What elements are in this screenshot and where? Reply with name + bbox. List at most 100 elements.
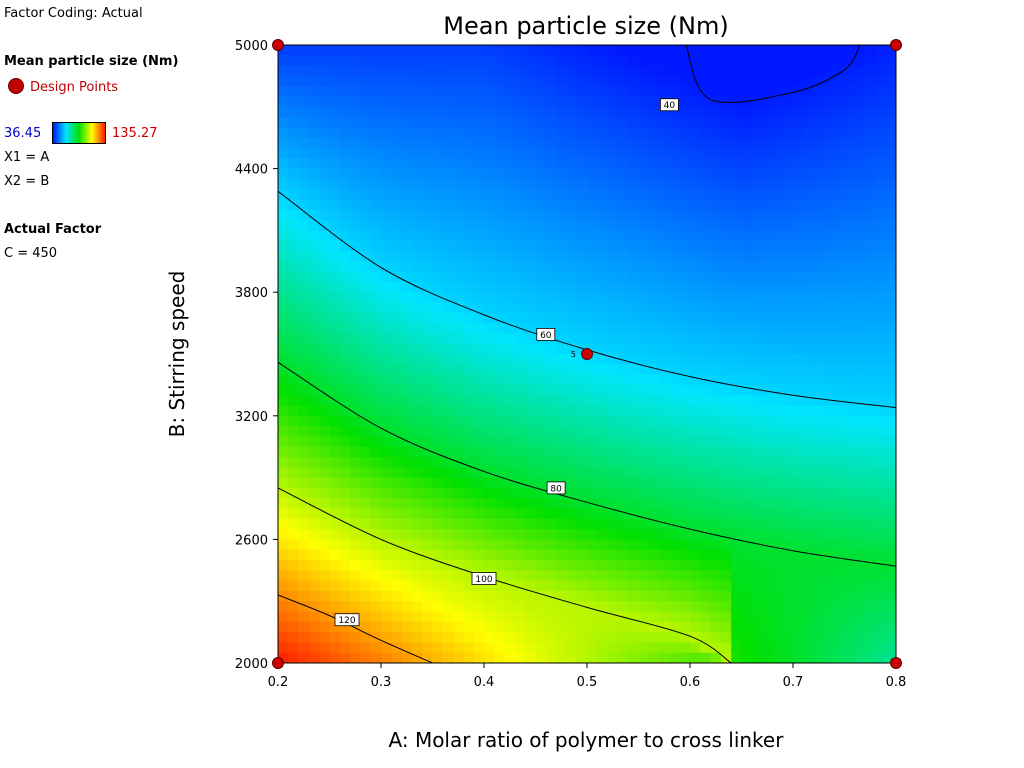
surface-cell <box>278 323 289 334</box>
surface-cell <box>525 652 537 663</box>
surface-cell <box>803 281 815 293</box>
surface-cell <box>453 549 464 561</box>
surface-cell <box>442 158 454 170</box>
surface-cell <box>865 86 876 98</box>
surface-cell <box>360 560 372 571</box>
surface-cell <box>700 199 712 211</box>
surface-cell <box>669 580 681 592</box>
surface-cell <box>690 117 701 128</box>
surface-cell <box>288 426 300 437</box>
surface-cell <box>556 281 567 293</box>
surface-cell <box>865 457 876 468</box>
surface-cell <box>370 652 382 663</box>
surface-cell <box>288 220 300 231</box>
surface-cell <box>854 580 866 592</box>
surface-cell <box>401 343 413 355</box>
surface-cell <box>823 292 835 304</box>
surface-cell <box>288 55 300 67</box>
surface-cell <box>659 312 670 324</box>
surface-cell <box>813 590 825 602</box>
surface-cell <box>484 405 495 417</box>
surface-cell <box>628 549 640 561</box>
surface-cell <box>566 292 578 304</box>
surface-cell <box>504 621 516 633</box>
surface-cell <box>484 137 495 149</box>
surface-cell <box>865 312 876 324</box>
surface-cell <box>381 240 392 252</box>
surface-cell <box>422 86 434 98</box>
surface-cell <box>751 333 763 345</box>
surface-cell <box>453 209 464 221</box>
surface-cell <box>762 436 773 448</box>
surface-cell <box>844 642 856 654</box>
surface-cell <box>422 55 434 67</box>
surface-cell <box>411 590 423 602</box>
surface-cell <box>628 632 640 643</box>
surface-cell <box>844 343 856 355</box>
surface-cell <box>319 189 331 201</box>
surface-cell <box>556 158 567 170</box>
surface-cell <box>442 384 454 396</box>
surface-cell <box>628 611 640 623</box>
design-points-legend: Design Points <box>4 78 118 95</box>
surface-cell <box>370 529 382 540</box>
surface-cell <box>360 55 372 67</box>
surface-cell <box>288 323 300 334</box>
surface-cell <box>834 55 846 67</box>
surface-cell <box>576 652 588 663</box>
surface-cell <box>442 271 454 283</box>
surface-cell <box>442 86 454 98</box>
surface-cell <box>762 405 773 417</box>
surface-cell <box>710 209 722 221</box>
surface-cell <box>391 354 403 365</box>
surface-cell <box>463 446 475 458</box>
surface-cell <box>453 271 464 283</box>
surface-cell <box>803 457 815 468</box>
surface-cell <box>823 426 835 437</box>
surface-cell <box>607 652 619 663</box>
surface-cell <box>875 251 887 262</box>
surface-cell <box>525 137 537 149</box>
surface-cell <box>793 292 804 304</box>
surface-cell <box>525 601 537 613</box>
surface-cell <box>762 570 773 582</box>
surface-cell <box>350 220 361 231</box>
surface-cell <box>298 271 310 283</box>
surface-cell <box>679 127 691 139</box>
surface-cell <box>597 158 609 170</box>
surface-cell <box>834 415 846 427</box>
surface-cell <box>638 292 650 304</box>
surface-cell <box>422 178 434 190</box>
surface-cell <box>391 529 403 540</box>
surface-cell <box>751 127 763 139</box>
surface-cell <box>762 467 773 479</box>
surface-cell <box>690 601 701 613</box>
surface-cell <box>525 189 537 201</box>
surface-cell <box>525 415 537 427</box>
surface-cell <box>731 426 743 437</box>
surface-cell <box>710 436 722 448</box>
surface-cell <box>669 261 681 273</box>
surface-cell <box>793 96 804 108</box>
surface-cell <box>885 230 896 242</box>
surface-cell <box>453 251 464 262</box>
surface-cell <box>442 436 454 448</box>
surface-cell <box>556 395 567 407</box>
surface-cell <box>545 354 557 365</box>
surface-cell <box>432 487 444 499</box>
surface-cell <box>278 168 289 180</box>
surface-cell <box>411 405 423 417</box>
surface-cell <box>422 333 434 345</box>
surface-cell <box>700 590 712 602</box>
surface-cell <box>473 508 485 520</box>
surface-cell <box>556 261 567 273</box>
surface-cell <box>679 374 691 386</box>
surface-cell <box>628 364 640 376</box>
surface-cell <box>803 539 815 551</box>
surface-cell <box>494 158 506 170</box>
surface-cell <box>885 652 896 663</box>
surface-cell <box>319 384 331 396</box>
surface-cell <box>463 240 475 252</box>
surface-cell <box>463 96 475 108</box>
surface-cell <box>360 117 372 128</box>
